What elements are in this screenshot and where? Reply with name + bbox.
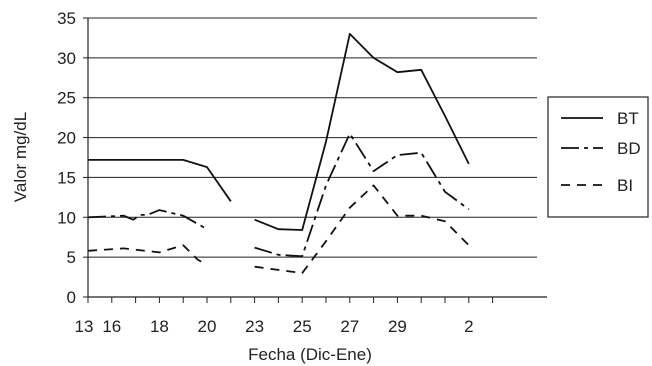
y-axis-label: Valor mg/dL (11, 112, 30, 202)
series-line-bt (254, 33, 470, 231)
legend-label-bd: BD (617, 139, 641, 158)
y-tick-label: 30 (57, 49, 76, 68)
y-tick-label: 20 (57, 129, 76, 148)
x-tick-label: 13 (75, 317, 94, 336)
x-tick-label: 16 (102, 317, 121, 336)
x-tick-label: 23 (245, 317, 264, 336)
y-tick-label: 35 (57, 9, 76, 28)
x-tick-label: 29 (388, 317, 407, 336)
series-line-bt (88, 159, 232, 202)
legend-box (547, 96, 649, 218)
x-tick-label: 2 (464, 317, 473, 336)
legend-label-bi: BI (617, 176, 633, 195)
series-line-bd (87, 209, 208, 230)
y-tick-labels: 0 5 10 15 20 25 30 35 (57, 9, 76, 307)
x-tick-labels: 13 16 18 20 23 25 27 29 2 (75, 317, 474, 336)
y-tick-label: 25 (57, 89, 76, 108)
y-tick-label: 0 (67, 288, 76, 307)
y-tick-label: 15 (57, 168, 76, 187)
series-line-bd (254, 132, 470, 258)
x-axis-label: Fecha (Dic-Ene) (248, 345, 372, 364)
x-tick-label: 27 (340, 317, 359, 336)
series-line-bi (254, 184, 470, 274)
y-tick-label: 10 (57, 208, 76, 227)
x-tick-label: 20 (198, 317, 217, 336)
x-tick-label: 18 (150, 317, 169, 336)
axes (83, 17, 547, 303)
series-line-bi (87, 244, 208, 266)
x-tick-label: 25 (293, 317, 312, 336)
y-tick-label: 5 (67, 248, 76, 267)
legend-label-bt: BT (617, 109, 639, 128)
legend: BT BD BI (547, 96, 649, 218)
gridlines (88, 17, 537, 258)
series-lines (87, 33, 470, 274)
